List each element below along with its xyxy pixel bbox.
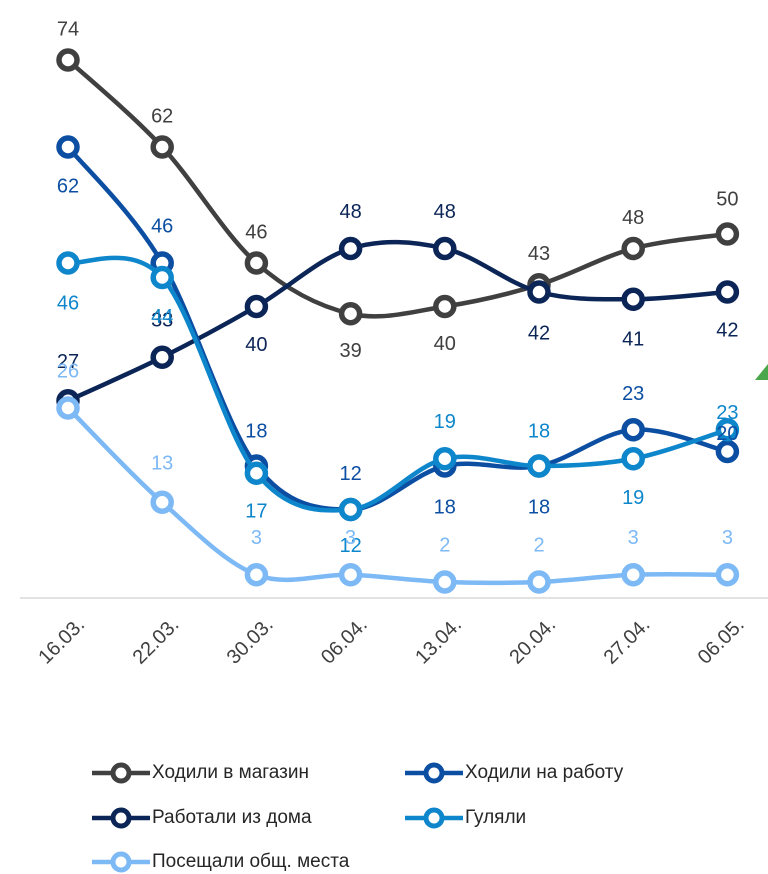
data-label: 3 xyxy=(345,527,356,549)
data-label: 12 xyxy=(339,535,361,557)
decoration xyxy=(755,364,768,380)
point xyxy=(56,251,80,275)
data-label: 26 xyxy=(57,360,79,382)
x-tick-label: 06.05. xyxy=(694,614,749,669)
point xyxy=(244,563,269,587)
point xyxy=(715,418,740,442)
data-label: 27 xyxy=(57,351,79,373)
data-label: 13 xyxy=(151,453,173,475)
data-label: 3 xyxy=(628,527,639,549)
point xyxy=(150,135,174,159)
point xyxy=(433,294,457,319)
point xyxy=(621,236,645,261)
point xyxy=(433,236,457,261)
x-tick-label: 20.04. xyxy=(505,614,560,669)
data-label: 62 xyxy=(57,175,79,197)
point xyxy=(527,454,551,478)
legend-marker xyxy=(110,762,132,784)
point xyxy=(338,236,363,261)
data-label: 33 xyxy=(151,310,173,332)
x-tick-label: 13.04. xyxy=(411,614,466,669)
data-label: 2 xyxy=(533,534,544,556)
data-label: 62 xyxy=(151,105,173,127)
data-label: 41 xyxy=(622,329,644,351)
point xyxy=(244,294,269,319)
legend-label: Работали из дома xyxy=(152,807,312,828)
data-label: 39 xyxy=(339,340,361,362)
data-label: 3 xyxy=(251,527,262,549)
series-line xyxy=(67,255,729,513)
data-label: 18 xyxy=(528,496,550,518)
data-label: 40 xyxy=(245,334,267,356)
point xyxy=(621,563,645,587)
legend-marker xyxy=(423,762,445,784)
x-tick-label: 16.03. xyxy=(34,614,89,669)
point xyxy=(715,439,740,464)
point xyxy=(715,222,740,246)
data-label: 18 xyxy=(528,420,550,442)
x-tick-label: 30.03. xyxy=(223,614,278,669)
point xyxy=(621,447,645,471)
data-label: 46 xyxy=(151,215,173,237)
point xyxy=(150,490,174,514)
data-label: 23 xyxy=(622,383,644,405)
data-label: 48 xyxy=(434,201,456,223)
legend-marker xyxy=(110,851,132,873)
data-label: 20 xyxy=(716,423,738,445)
point xyxy=(150,265,174,290)
legend-label: Ходили на работу xyxy=(465,762,624,783)
point xyxy=(527,280,551,304)
legend-label: Гуляли xyxy=(465,807,526,828)
data-label: 23 xyxy=(716,402,738,424)
data-label: 48 xyxy=(622,207,644,229)
x-tick-label: 27.04. xyxy=(600,614,655,669)
point xyxy=(621,418,645,442)
data-label: 46 xyxy=(245,221,267,243)
data-label: 42 xyxy=(716,319,738,341)
data-label: 18 xyxy=(245,420,267,442)
point xyxy=(150,345,174,369)
point xyxy=(433,447,457,471)
legend-marker xyxy=(110,807,132,829)
legend-label: Посещали общ. места xyxy=(152,851,350,872)
point xyxy=(338,302,363,326)
point xyxy=(56,135,80,159)
point xyxy=(527,570,551,594)
data-label: 12 xyxy=(339,463,361,485)
data-label: 17 xyxy=(245,501,267,523)
data-label: 2 xyxy=(439,534,450,556)
data-label: 43 xyxy=(528,243,550,265)
point xyxy=(715,280,740,304)
data-label: 50 xyxy=(716,188,738,210)
point xyxy=(621,287,645,311)
data-label: 74 xyxy=(57,18,79,40)
data-label: 44 xyxy=(151,306,173,328)
data-label: 42 xyxy=(528,322,550,344)
legend-label: Ходили в магазин xyxy=(152,762,309,783)
data-label: 46 xyxy=(57,292,79,314)
point xyxy=(56,48,80,72)
point xyxy=(715,563,740,587)
data-label: 19 xyxy=(434,411,456,433)
data-label: 3 xyxy=(722,527,733,549)
point xyxy=(244,461,269,485)
point xyxy=(338,563,363,587)
x-tick-label: 06.04. xyxy=(317,614,372,669)
data-label: 19 xyxy=(622,487,644,509)
point xyxy=(244,251,269,275)
point xyxy=(433,570,457,594)
data-label: 48 xyxy=(339,201,361,223)
data-label: 40 xyxy=(434,333,456,355)
x-tick-label: 22.03. xyxy=(129,614,184,669)
point xyxy=(56,396,80,420)
point xyxy=(338,497,363,522)
data-label: 18 xyxy=(434,496,456,518)
legend-marker xyxy=(423,807,445,829)
